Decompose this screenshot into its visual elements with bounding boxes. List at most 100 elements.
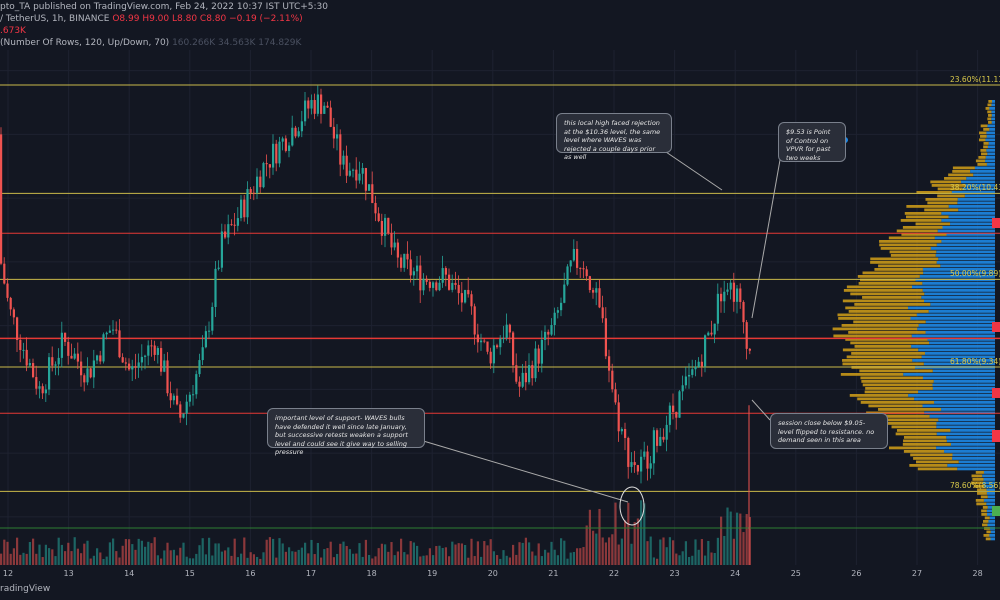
volume-bar	[182, 542, 185, 565]
volume-bar	[284, 551, 287, 565]
vp-up-bar	[987, 152, 995, 156]
vp-up-bar	[911, 345, 995, 348]
vp-down-bar	[842, 362, 924, 366]
vp-up-bar	[970, 170, 995, 173]
volume-bar	[550, 541, 553, 565]
candle-body	[112, 329, 115, 331]
volume-bar	[57, 537, 60, 565]
candle-body	[182, 413, 185, 418]
annotation-resistance: session close below $9.05- level flipped…	[770, 413, 888, 449]
volume-bar	[400, 538, 403, 565]
candle-body	[579, 267, 582, 269]
volume-bar	[262, 552, 265, 565]
vp-down-bar	[848, 331, 926, 334]
vp-down-bar	[885, 415, 930, 418]
vp-down-bar	[981, 152, 988, 156]
x-tick-label: 22	[609, 569, 619, 578]
vp-down-bar	[983, 145, 988, 149]
volume-bar	[329, 541, 332, 565]
vp-down-bar	[857, 275, 920, 278]
candle-body	[345, 155, 348, 176]
candle-body	[697, 361, 700, 367]
vp-down-bar	[980, 124, 988, 128]
candle-body	[249, 189, 252, 193]
vp-up-bar	[924, 352, 995, 355]
candle-body	[252, 192, 255, 194]
vp-up-bar	[925, 331, 995, 334]
volume-bar	[6, 541, 9, 565]
volume-bar	[86, 540, 89, 565]
volume-bar	[153, 537, 156, 565]
volume-bar	[35, 553, 38, 565]
volume-bar	[156, 555, 159, 565]
vp-up-bar	[941, 408, 995, 411]
candle-body	[118, 330, 121, 358]
volume-bar	[249, 552, 252, 565]
candle-body	[163, 360, 166, 372]
vp-up-bar	[921, 296, 995, 299]
candle-body	[700, 361, 703, 367]
volume-bar	[588, 509, 591, 565]
candle-body	[9, 297, 12, 310]
volume-bar	[352, 553, 355, 565]
candle-body	[19, 340, 22, 351]
candle-body	[508, 324, 511, 333]
candle-body	[524, 372, 527, 383]
volume-bar	[300, 547, 303, 565]
candle-body	[659, 436, 662, 446]
candle-body	[480, 340, 483, 343]
volume-bar	[220, 551, 223, 565]
volume-bar	[432, 555, 435, 565]
candle-body	[617, 402, 620, 432]
volume-bar	[736, 512, 739, 565]
volume-bar	[582, 547, 585, 565]
volume-bar	[19, 554, 22, 565]
candle-body	[540, 339, 543, 364]
vp-up-bar	[987, 495, 995, 499]
candle-body	[387, 217, 390, 234]
vp-up-bar	[910, 317, 995, 320]
candle-body	[729, 282, 732, 290]
candle-body	[89, 368, 92, 378]
candle-body	[518, 381, 521, 387]
vp-up-bar	[965, 184, 995, 187]
candle-body	[739, 288, 742, 302]
vp-up-bar	[962, 187, 995, 191]
vp-up-bar	[948, 205, 995, 208]
volume-bar	[486, 545, 489, 565]
candle-body	[188, 394, 191, 402]
volume-bar	[307, 553, 310, 565]
vp-down-bar	[851, 352, 925, 355]
marker-green	[992, 506, 1000, 516]
vp-down-bar	[975, 159, 986, 163]
candle-body	[224, 231, 227, 238]
vp-up-bar	[944, 450, 995, 453]
volume-bar	[348, 549, 351, 565]
vp-up-bar	[961, 180, 995, 184]
volume-bar	[441, 547, 444, 565]
volume-bar	[409, 541, 412, 565]
vp-down-bar	[986, 530, 991, 534]
vp-down-bar	[988, 100, 992, 103]
candlesticks	[0, 85, 751, 565]
marker-red-2	[992, 322, 1000, 332]
candle-body	[550, 325, 553, 335]
vp-up-bar	[990, 530, 995, 534]
volume-bar	[627, 502, 630, 565]
volume-bar	[438, 545, 441, 565]
vp-down-bar	[910, 453, 953, 457]
volume-bar	[419, 556, 422, 565]
volume-bar	[345, 546, 348, 565]
volume-bar	[726, 507, 729, 565]
candle-body	[704, 335, 707, 367]
vp-up-bar	[985, 138, 995, 142]
volume-bar	[96, 548, 99, 565]
volume-bar	[64, 551, 67, 565]
candle-body	[348, 170, 351, 176]
volume-bar	[291, 551, 294, 565]
volume-bar	[99, 552, 102, 565]
volume-bar	[668, 537, 671, 565]
candle-body	[284, 138, 287, 151]
vp-up-bar	[986, 131, 995, 135]
